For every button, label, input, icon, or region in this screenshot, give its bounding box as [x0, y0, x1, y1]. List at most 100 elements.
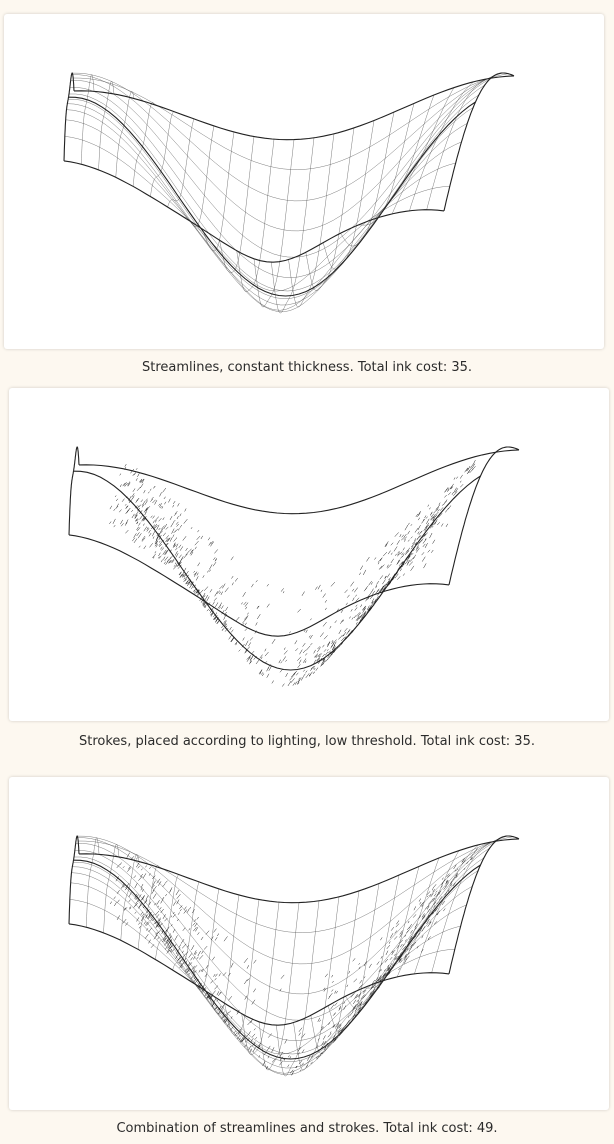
- hatch-stroke: [157, 919, 161, 924]
- hatch-stroke: [385, 541, 389, 547]
- hatch-stroke: [163, 550, 168, 555]
- hatch-stroke: [214, 977, 217, 981]
- hatch-stroke: [225, 606, 229, 612]
- hatch-stroke: [221, 605, 224, 610]
- hatch-stroke: [128, 866, 131, 870]
- hatch-stroke: [170, 924, 173, 927]
- hatch-stroke: [132, 488, 136, 492]
- hatch-stroke: [456, 868, 459, 871]
- hatch-stroke: [125, 922, 129, 926]
- hatch-stroke: [317, 646, 321, 650]
- hatch-stroke: [173, 512, 177, 516]
- hatch-stroke: [378, 565, 383, 570]
- hatch-stroke: [284, 1039, 288, 1044]
- hatch-stroke: [124, 503, 127, 506]
- hatch-stroke: [461, 860, 466, 865]
- hatch-stroke: [432, 897, 436, 902]
- hatch-stroke: [447, 889, 450, 892]
- hatch-stroke: [451, 483, 454, 487]
- streamline: [73, 75, 515, 140]
- hatch-stroke: [244, 622, 247, 626]
- hatch-stroke: [122, 884, 125, 888]
- hatch-stroke: [220, 591, 223, 596]
- hatch-stroke: [249, 1048, 252, 1053]
- hatch-stroke: [442, 503, 444, 506]
- hatch-stroke: [414, 927, 417, 931]
- hatch-stroke: [376, 588, 380, 592]
- hatch-stroke: [352, 1014, 356, 1018]
- hatch-stroke: [268, 666, 272, 671]
- hatch-stroke: [332, 1024, 335, 1027]
- hatch-stroke: [420, 949, 424, 953]
- hatch-stroke: [428, 900, 432, 905]
- hatch-stroke: [402, 573, 405, 576]
- hatch-stroke: [298, 659, 302, 664]
- hatch-stroke: [189, 548, 192, 552]
- hatch-stroke: [182, 536, 187, 541]
- hatch-stroke: [162, 532, 166, 537]
- hatch-stroke: [137, 527, 141, 532]
- hatch-stroke: [165, 549, 169, 555]
- hatch-stroke: [304, 660, 307, 664]
- hatch-stroke: [136, 499, 138, 502]
- hatch-stroke: [389, 956, 393, 960]
- hatch-stroke: [153, 485, 156, 489]
- hatch-stroke: [360, 565, 364, 571]
- streamline: [68, 923, 450, 1026]
- hatch-stroke: [159, 543, 162, 548]
- hatch-stroke: [355, 594, 357, 597]
- hatch-stroke: [424, 532, 428, 537]
- hatch-stroke: [383, 969, 386, 972]
- hatch-stroke: [421, 552, 425, 556]
- hatch-stroke: [203, 945, 208, 950]
- hatch-stroke: [289, 1056, 292, 1059]
- hatch-stroke: [410, 524, 413, 526]
- hatch-stroke: [430, 512, 433, 515]
- hatch-stroke: [384, 575, 387, 579]
- hatch-stroke: [158, 552, 161, 557]
- hatch-stroke: [141, 898, 144, 901]
- hatch-stroke: [244, 1044, 247, 1048]
- hatch-stroke: [332, 1025, 335, 1029]
- hatch-stroke: [431, 525, 434, 528]
- hatch-stroke: [368, 591, 373, 596]
- hatch-stroke: [252, 1033, 256, 1038]
- hatch-stroke: [172, 948, 175, 951]
- hatch-stroke: [371, 588, 374, 592]
- hatch-stroke: [155, 932, 158, 935]
- hatch-stroke: [380, 937, 383, 941]
- hatch-stroke: [423, 526, 427, 531]
- hatch-stroke: [148, 529, 151, 534]
- hatch-stroke: [131, 509, 134, 513]
- hatch-stroke: [319, 1019, 321, 1022]
- hatch-stroke: [155, 925, 158, 928]
- hatch-stroke: [226, 1011, 229, 1016]
- streamline: [271, 137, 315, 314]
- hatch-stroke: [157, 556, 160, 559]
- hatch-stroke: [259, 669, 263, 675]
- hatch-stroke: [401, 562, 404, 565]
- hatch-stroke: [209, 569, 211, 572]
- surface-group: [68, 446, 520, 687]
- silhouette-edge: [73, 75, 515, 141]
- hatch-stroke: [362, 613, 366, 618]
- hatch-stroke: [349, 1011, 354, 1016]
- hatch-stroke: [266, 1045, 271, 1051]
- hatch-stroke: [141, 504, 145, 508]
- hatch-stroke: [436, 507, 439, 511]
- hatch-stroke: [358, 966, 361, 970]
- hatch-stroke: [174, 562, 177, 565]
- hatch-stroke: [152, 553, 156, 559]
- hatch-stroke: [425, 525, 428, 528]
- hatch-stroke: [347, 1019, 350, 1023]
- hatch-stroke: [292, 682, 296, 686]
- hatch-stroke: [177, 912, 180, 915]
- hatch-stroke: [368, 580, 372, 586]
- hatch-stroke: [154, 516, 159, 522]
- streamlines: [68, 835, 520, 1077]
- hatch-stroke: [141, 913, 145, 917]
- hatch-stroke: [403, 536, 407, 540]
- hatch-stroke: [447, 505, 452, 510]
- streamline: [379, 857, 440, 982]
- hatch-stroke: [154, 500, 158, 505]
